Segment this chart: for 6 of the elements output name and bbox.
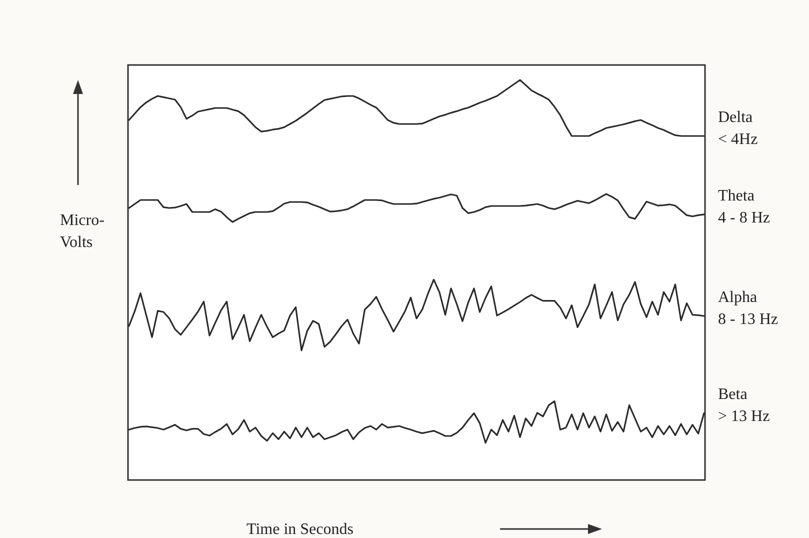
series-label: Delta < 4Hz [718,109,758,148]
series-label: Alpha 8 - 13 Hz [718,289,778,328]
series-label: Theta 4 - 8 Hz [718,187,770,226]
y-axis-title: Micro-Volts [60,212,104,251]
series-label: Beta > 13 Hz [718,386,770,426]
x-axis-title: Time in Seconds [246,521,354,538]
